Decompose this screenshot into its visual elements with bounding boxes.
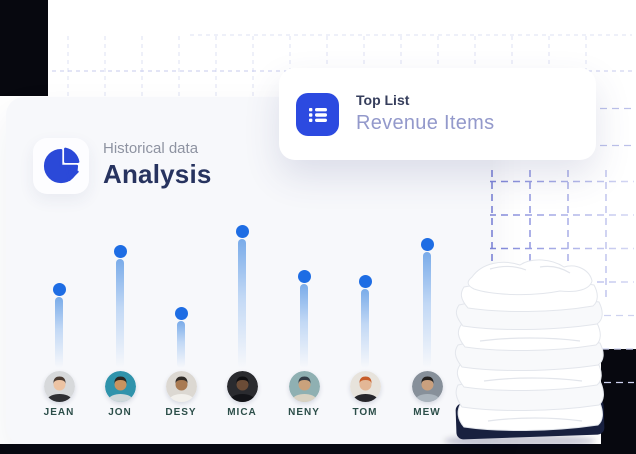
data-point-dot xyxy=(174,306,188,320)
person-name-label: DESY xyxy=(165,407,197,418)
data-point-dot xyxy=(297,269,311,283)
chart-person-column: JON xyxy=(98,0,142,454)
person-name-label: JON xyxy=(108,407,132,418)
data-point-dot xyxy=(113,244,127,258)
pie-chart-icon-tile xyxy=(33,138,89,194)
avatar xyxy=(288,371,320,402)
person-name-label: TOM xyxy=(352,407,378,418)
person-name-label: JEAN xyxy=(43,407,75,418)
list-icon-tile xyxy=(296,93,339,136)
data-point-dot xyxy=(52,282,66,296)
data-point-dot xyxy=(420,237,434,251)
towel-stack-photo xyxy=(444,259,605,448)
data-point-dot xyxy=(358,274,372,288)
chart-person-column: DESY xyxy=(159,0,203,454)
bar-stick xyxy=(55,297,63,368)
avatar xyxy=(165,371,197,402)
avatar xyxy=(411,371,443,402)
chart-person-column: NENY xyxy=(282,0,326,454)
avatar xyxy=(226,371,258,402)
backdrop-bottom-strip xyxy=(0,444,636,454)
bar-stick xyxy=(177,321,185,368)
pie-chart-icon xyxy=(43,147,80,184)
avatar xyxy=(43,371,75,402)
chart-person-column: JEAN xyxy=(37,0,81,454)
person-name-label: NENY xyxy=(288,407,320,418)
top-list-eyebrow: Top List xyxy=(356,92,410,108)
bulleted-list-icon xyxy=(308,107,327,122)
top-list-card: Top List Revenue Items xyxy=(279,68,596,160)
bar-stick xyxy=(423,252,431,368)
avatar xyxy=(104,371,136,402)
backdrop-bottom-right-block xyxy=(601,349,636,454)
data-point-dot xyxy=(235,224,249,238)
analysis-card-eyebrow: Historical data xyxy=(103,140,199,157)
chart-person-column: MICA xyxy=(220,0,264,454)
avatar xyxy=(349,371,381,402)
person-name-label: MICA xyxy=(227,407,257,418)
bar-stick xyxy=(361,289,369,368)
bar-stick xyxy=(300,284,308,368)
bar-stick xyxy=(238,239,246,368)
person-name-label: MEW xyxy=(413,407,441,418)
chart-person-column: MEW xyxy=(405,0,449,454)
backdrop-top-left-block xyxy=(0,0,48,96)
bar-stick xyxy=(116,259,124,368)
analysis-card-title: Analysis xyxy=(103,159,212,189)
top-list-title: Revenue Items xyxy=(356,112,495,134)
chart-person-column: TOM xyxy=(343,0,387,454)
